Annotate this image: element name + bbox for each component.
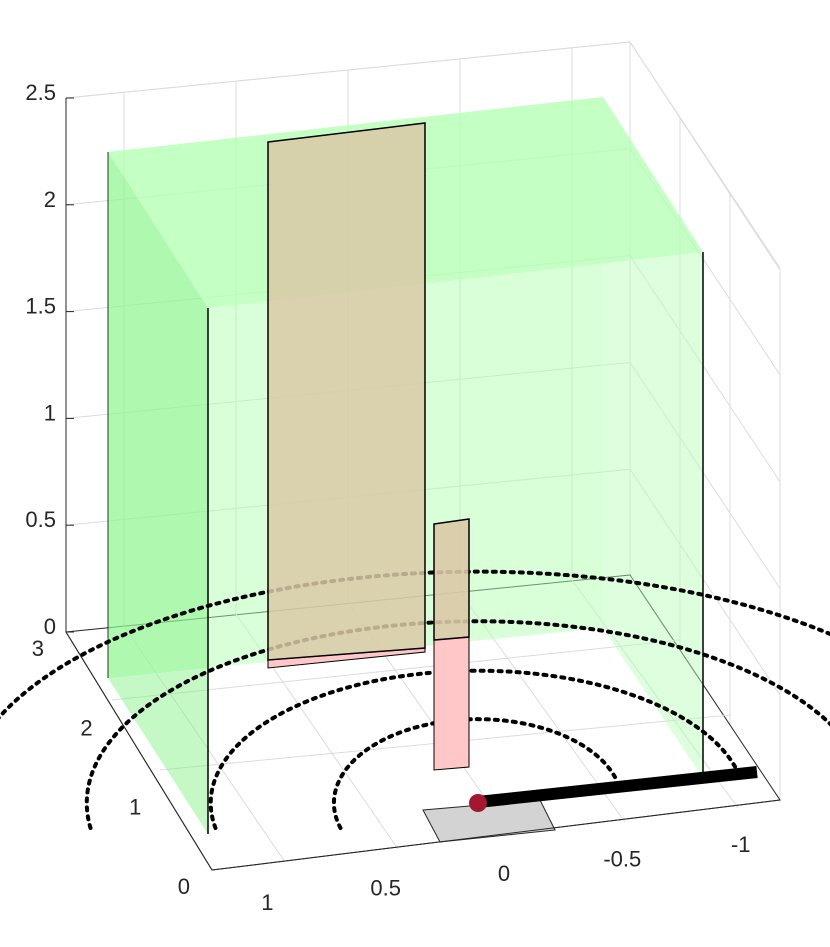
y-tick-label: 3 xyxy=(32,636,44,661)
x-tick-labels: 1 0.5 0 -0.5 -1 xyxy=(261,832,750,915)
z-tick-label: 1 xyxy=(44,400,56,425)
x-tick-label: -1 xyxy=(731,832,751,857)
x-tick-label: 0.5 xyxy=(370,876,401,901)
floor-grid-6 xyxy=(111,639,681,701)
z-tick-labels: 0 0.5 1 1.5 2 2.5 xyxy=(25,80,74,639)
room-left-wall xyxy=(108,152,208,834)
z-tick-label: 2.5 xyxy=(25,80,56,105)
z-grid-right xyxy=(629,255,781,482)
x-axis xyxy=(211,799,781,871)
small-panel xyxy=(433,518,470,771)
dotted-arc xyxy=(208,668,743,830)
z-grid-right xyxy=(629,468,781,696)
z-tick-label: 2 xyxy=(44,187,56,212)
z-grid-right xyxy=(629,41,781,269)
source-point xyxy=(469,794,487,812)
y-axis xyxy=(65,631,213,871)
tall-panel xyxy=(267,122,426,669)
x-tick-label: 1 xyxy=(261,890,273,915)
y-tick-labels: 0 1 2 3 xyxy=(32,636,190,899)
y-tick-label: 2 xyxy=(80,715,92,740)
room-right-wall xyxy=(603,97,703,778)
z-tick-label: 1.5 xyxy=(25,294,56,319)
z-grid-right xyxy=(629,362,781,589)
small-panel-upper xyxy=(433,518,470,641)
z-grid-rear xyxy=(65,41,631,99)
z-tick-label: 0.5 xyxy=(25,507,56,532)
tall-panel-face xyxy=(267,122,426,661)
x-tick-label: 0 xyxy=(498,861,510,886)
rod xyxy=(477,766,758,808)
y-tick-label: 1 xyxy=(129,795,141,820)
y-tick-label: 0 xyxy=(178,874,190,899)
small-panel-lower xyxy=(433,636,470,771)
x-tick-label: -0.5 xyxy=(603,846,641,871)
z-tick-label: 0 xyxy=(44,614,56,639)
